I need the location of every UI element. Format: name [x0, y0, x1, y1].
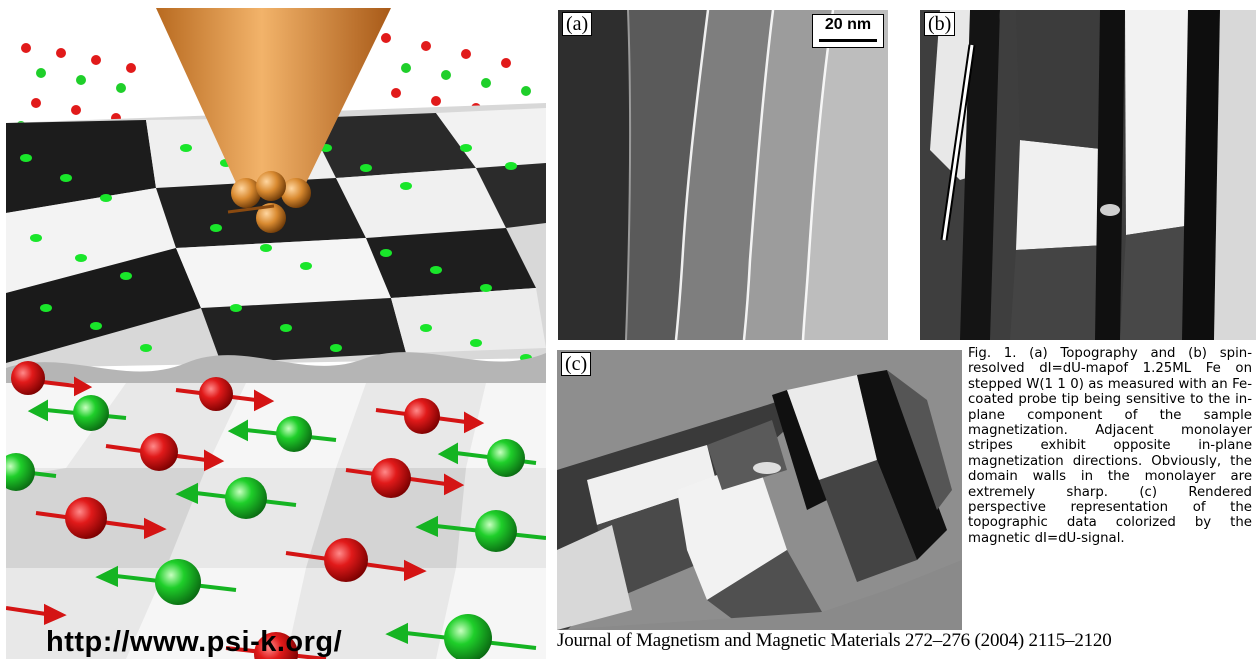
spin-atoms-floor — [6, 361, 546, 659]
spin-stm-illustration: http://www.psi-k.org/ — [6, 8, 546, 659]
scale-bar-line — [819, 39, 877, 42]
url-caption: http://www.psi-k.org/ — [46, 626, 343, 658]
illustration-graphic — [6, 8, 546, 659]
panel-b-label: (b) — [924, 12, 956, 36]
magnetic-contrast-surface — [6, 103, 546, 388]
panel-c-label: (c) — [561, 352, 592, 376]
spin-map-image — [920, 10, 1256, 340]
scale-bar-label: 20 nm — [824, 16, 872, 33]
topography-image — [558, 10, 888, 340]
spin-resolved-map-panel: (b) — [920, 10, 1256, 340]
topography-panel: (a) 20 nm — [558, 10, 888, 340]
figure-caption: Fig. 1. (a) Topography and (b) spin-reso… — [968, 346, 1252, 546]
panel-a-label: (a) — [562, 12, 593, 36]
perspective-render-panel: (c) — [557, 350, 962, 630]
stm-tip — [156, 8, 391, 233]
journal-citation: Journal of Magnetism and Magnetic Materi… — [557, 630, 1112, 651]
scale-bar: 20 nm — [812, 14, 884, 48]
perspective-image — [557, 350, 962, 630]
